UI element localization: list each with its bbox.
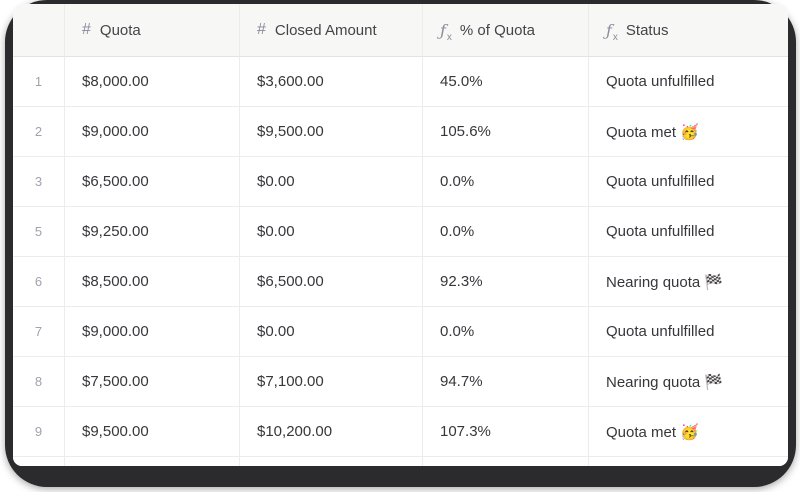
column-label-closed-amount: Closed Amount: [274, 21, 377, 39]
table-row: 5 $9,250.00 $0.00 0.0% Quota unfulfilled: [13, 207, 788, 257]
row-number-cell[interactable]: 5: [13, 207, 65, 257]
row-number-cell: [13, 457, 65, 466]
row-number-cell[interactable]: 7: [13, 307, 65, 357]
quota-cell[interactable]: $8,000.00: [65, 57, 240, 107]
column-label-pct-of-quota: % of Quota: [459, 21, 535, 39]
quota-cell[interactable]: $9,250.00: [65, 207, 240, 257]
status-cell[interactable]: Quota met 🥳: [589, 107, 788, 157]
quota-cell[interactable]: $9,000.00: [65, 107, 240, 157]
table-row: 6 $8,500.00 $6,500.00 92.3% Nearing quot…: [13, 257, 788, 307]
status-cell[interactable]: Nearing quota 🏁: [589, 357, 788, 407]
pct-of-quota-cell[interactable]: 0.0%: [423, 307, 589, 357]
table-row: 7 $9,000.00 $0.00 0.0% Quota unfulfilled: [13, 307, 788, 357]
empty-cell: [65, 457, 240, 466]
table-row: 3 $6,500.00 $0.00 0.0% Quota unfulfilled: [13, 157, 788, 207]
closed-amount-cell[interactable]: $0.00: [240, 307, 423, 357]
row-number-cell[interactable]: 8: [13, 357, 65, 407]
pct-of-quota-cell[interactable]: 0.0%: [423, 207, 589, 257]
status-cell[interactable]: Nearing quota 🏁: [589, 257, 788, 307]
partial-clipped-row: [13, 457, 788, 466]
closed-amount-cell[interactable]: $0.00: [240, 157, 423, 207]
closed-amount-cell[interactable]: $10,200.00: [240, 407, 423, 457]
table-row: 8 $7,500.00 $7,100.00 94.7% Nearing quot…: [13, 357, 788, 407]
row-number-cell[interactable]: 1: [13, 57, 65, 107]
number-type-icon: #: [257, 21, 266, 38]
column-header-closed-amount[interactable]: # Closed Amount: [240, 4, 423, 57]
column-label-status: Status: [625, 21, 669, 39]
closed-amount-cell[interactable]: $3,600.00: [240, 57, 423, 107]
closed-amount-cell[interactable]: $0.00: [240, 207, 423, 257]
pct-of-quota-cell[interactable]: 92.3%: [423, 257, 589, 307]
pct-of-quota-cell[interactable]: 94.7%: [423, 357, 589, 407]
quota-cell[interactable]: $8,500.00: [65, 257, 240, 307]
quota-cell[interactable]: $9,500.00: [65, 407, 240, 457]
status-cell[interactable]: Quota unfulfilled: [589, 157, 788, 207]
quota-cell[interactable]: $6,500.00: [65, 157, 240, 207]
number-type-icon: #: [82, 21, 91, 38]
pct-of-quota-cell[interactable]: 45.0%: [423, 57, 589, 107]
quota-cell[interactable]: $7,500.00: [65, 357, 240, 407]
status-cell[interactable]: Quota unfulfilled: [589, 57, 788, 107]
row-number-cell[interactable]: 2: [13, 107, 65, 157]
column-header-quota[interactable]: # Quota: [65, 4, 240, 57]
closed-amount-cell[interactable]: $6,500.00: [240, 257, 423, 307]
pct-of-quota-cell[interactable]: 0.0%: [423, 157, 589, 207]
table-row: 1 $8,000.00 $3,600.00 45.0% Quota unfulf…: [13, 57, 788, 107]
pct-of-quota-cell[interactable]: 105.6%: [423, 107, 589, 157]
row-number-header-cell: [13, 4, 65, 57]
table-body: 1 $8,000.00 $3,600.00 45.0% Quota unfulf…: [13, 57, 788, 457]
table-row: 9 $9,500.00 $10,200.00 107.3% Quota met …: [13, 407, 788, 457]
closed-amount-cell[interactable]: $7,100.00: [240, 357, 423, 407]
status-cell[interactable]: Quota met 🥳: [589, 407, 788, 457]
status-cell[interactable]: Quota unfulfilled: [589, 307, 788, 357]
row-number-cell[interactable]: 3: [13, 157, 65, 207]
empty-cell: [240, 457, 423, 466]
quota-cell[interactable]: $9,000.00: [65, 307, 240, 357]
row-number-cell[interactable]: 9: [13, 407, 65, 457]
empty-cell: [589, 457, 788, 466]
empty-cell: [423, 457, 589, 466]
closed-amount-cell[interactable]: $9,500.00: [240, 107, 423, 157]
column-label-quota: Quota: [99, 21, 141, 39]
pct-of-quota-cell[interactable]: 107.3%: [423, 407, 589, 457]
row-number-cell[interactable]: 6: [13, 257, 65, 307]
status-cell[interactable]: Quota unfulfilled: [589, 207, 788, 257]
table-row: 2 $9,000.00 $9,500.00 105.6% Quota met 🥳: [13, 107, 788, 157]
